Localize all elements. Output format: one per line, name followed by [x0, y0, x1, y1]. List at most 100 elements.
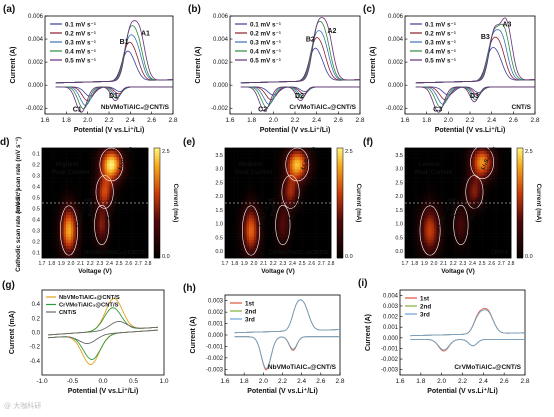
heat-cell	[232, 151, 235, 155]
colorbar-segment	[337, 194, 343, 198]
heat-cell	[227, 151, 231, 155]
legend-entry: 0.1 mV s⁻¹	[65, 21, 96, 28]
heat-cell	[417, 233, 420, 237]
heat-cell	[225, 218, 228, 222]
heat-cell	[80, 206, 84, 210]
heat-cell	[46, 157, 50, 161]
heat-cell	[275, 169, 279, 173]
heat-cell	[302, 148, 305, 152]
heat-cell	[54, 251, 57, 256]
heat-cell	[318, 242, 322, 247]
heat-cell	[506, 160, 509, 164]
heat-cell	[107, 236, 110, 240]
heat-cell	[462, 212, 466, 216]
heat-cell	[49, 166, 52, 170]
heat-cell	[424, 154, 427, 158]
heat-cell	[143, 166, 146, 170]
heat-cell	[503, 212, 507, 216]
x-tick-label: 2.2	[278, 378, 287, 385]
heat-cell	[80, 224, 84, 228]
heat-cell	[75, 175, 79, 179]
heat-cell	[268, 199, 272, 204]
heat-cell	[58, 199, 62, 204]
heat-cell	[253, 239, 257, 244]
heat-cell	[407, 215, 411, 219]
heat-cell	[470, 227, 473, 231]
heat-cell	[318, 184, 322, 189]
heat-cell	[68, 169, 72, 173]
heat-cell	[104, 187, 108, 192]
heat-cell	[328, 151, 332, 155]
heat-cell	[58, 242, 62, 247]
heat-cell	[304, 215, 308, 219]
heat-cell	[246, 172, 250, 176]
heat-cell	[138, 245, 142, 250]
heat-cell	[225, 230, 228, 234]
colorbar-segment	[337, 172, 343, 176]
heat-cell	[405, 230, 408, 234]
heat-cell	[135, 175, 139, 179]
heat-cell	[489, 215, 493, 219]
heat-cell	[302, 203, 305, 207]
heat-cell	[426, 221, 430, 225]
heat-cell	[51, 157, 55, 161]
heat-cell	[424, 215, 427, 219]
heat-cell	[278, 203, 281, 207]
heat-cell	[225, 151, 228, 155]
heat-cell	[282, 236, 286, 240]
heat-cell	[258, 172, 262, 176]
heat-cell	[145, 245, 149, 250]
heat-cell	[323, 224, 327, 228]
heat-cell	[78, 242, 81, 247]
heat-cell	[63, 221, 67, 225]
heat-cell	[309, 215, 313, 219]
heat-cell	[299, 148, 303, 152]
heat-cell	[263, 230, 267, 234]
heat-cell	[436, 166, 440, 170]
heat-cell	[123, 169, 127, 173]
heat-cell	[426, 163, 430, 167]
heat-cell	[424, 160, 427, 164]
heat-cell	[311, 199, 315, 204]
heat-cell	[114, 215, 117, 219]
heat-cell	[145, 212, 149, 216]
heat-cell	[268, 254, 272, 259]
heat-cell	[424, 187, 427, 192]
heat-cell	[501, 236, 505, 240]
heat-cell	[119, 151, 122, 155]
heat-cell	[111, 148, 115, 152]
heat-cell	[445, 242, 449, 247]
heat-cell	[309, 221, 313, 225]
heat-cell	[56, 154, 60, 158]
colorbar-tick-min: 0.0	[345, 254, 353, 260]
heat-cell	[58, 248, 62, 253]
heat-cell	[316, 148, 320, 152]
heat-cell	[472, 178, 476, 182]
heat-cell	[491, 187, 495, 192]
heat-cell	[309, 227, 313, 231]
heat-cell	[61, 233, 64, 237]
y-tick-label: -0.001	[381, 346, 399, 352]
heat-cell	[237, 166, 240, 170]
heat-cell	[261, 187, 264, 192]
heat-cell	[241, 160, 245, 164]
heat-cell	[251, 169, 255, 173]
heat-cell	[123, 178, 127, 182]
legend-entry: 1st	[245, 300, 255, 307]
heat-cell	[323, 230, 327, 234]
heat-cell	[414, 236, 418, 240]
heat-cell	[299, 160, 303, 164]
heat-cell	[479, 184, 483, 189]
heat-cell	[225, 242, 228, 247]
heat-cell	[498, 212, 502, 216]
heat-cell	[470, 239, 473, 244]
heat-cell	[491, 151, 495, 155]
heat-cell	[85, 224, 89, 228]
heat-cell	[63, 151, 67, 155]
heat-cell	[460, 224, 464, 228]
heat-cell	[63, 245, 67, 250]
heat-cell	[491, 193, 495, 198]
heat-cell	[265, 236, 269, 240]
heat-cell	[107, 248, 110, 253]
heat-cell	[99, 187, 103, 192]
